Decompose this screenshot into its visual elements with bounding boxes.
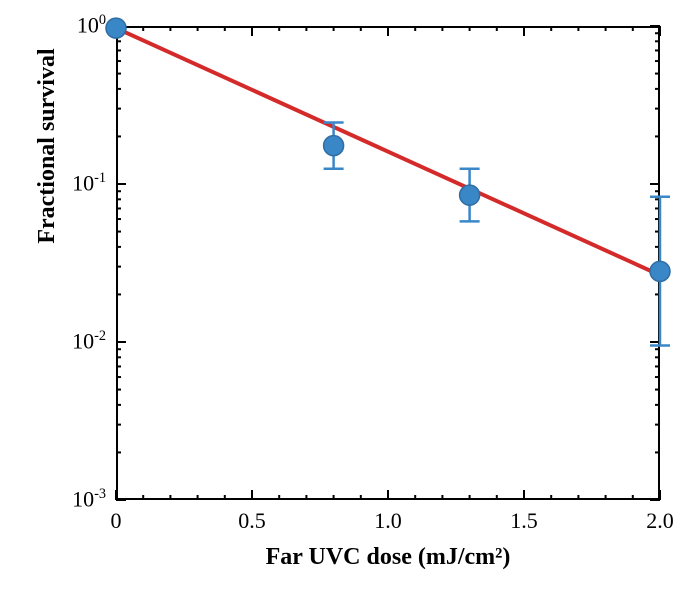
y-tick-label: 10-3 (72, 486, 106, 512)
data-point (324, 136, 344, 156)
y-tick-label: 100 (77, 12, 106, 38)
y-tick-label: 10-1 (72, 170, 106, 196)
x-tick-label: 2.0 (620, 508, 685, 534)
data-point (460, 185, 480, 205)
data-point (650, 261, 670, 281)
data-point (106, 18, 126, 38)
y-tick-label: 10-2 (72, 328, 106, 354)
x-tick-label: 0.5 (212, 508, 292, 534)
x-tick-label: 1.0 (348, 508, 428, 534)
x-tick-label: 1.5 (484, 508, 564, 534)
regression-line (116, 28, 660, 275)
